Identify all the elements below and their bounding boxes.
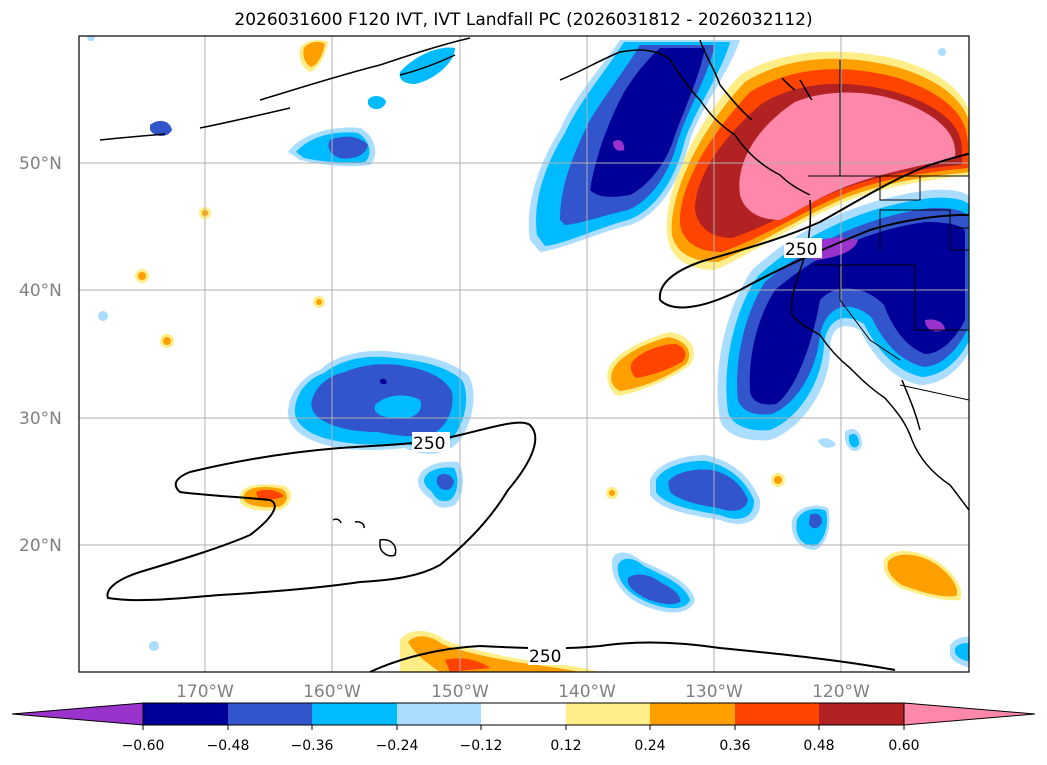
colorbar-bin-9: [819, 703, 904, 725]
negative-anomaly-central-gap: [374, 395, 422, 419]
positive-anomaly-dot-c2: [316, 299, 322, 305]
colorbar-bin-8: [735, 703, 819, 725]
positive-anomaly-patch-d2: [303, 41, 325, 67]
positive-anomaly-patch-e3: [445, 658, 490, 672]
negative-anomaly-patch-e3: [436, 474, 454, 490]
colorbar-frame: [142, 702, 905, 726]
gridlines: [79, 36, 969, 672]
colorbar-bin-2: [228, 703, 312, 725]
negative-anomaly-patch-h3: [809, 513, 822, 529]
negative-anomaly-patch-b: [399, 47, 455, 84]
colorbar-tick-7: 0.24: [634, 738, 665, 754]
contour-label-bg-1: [412, 432, 450, 452]
contour-label-coast: 250: [785, 240, 817, 260]
negative-anomaly-central-core: [379, 378, 387, 385]
positive-anomaly-dot-e2: [609, 490, 615, 496]
colorbar-tick-6: 0.12: [550, 738, 581, 754]
lon-label-120w: 120°W: [812, 682, 870, 700]
lat-label-50: 50°N: [19, 154, 62, 174]
colorbar-bin-1: [143, 703, 228, 725]
political-borders: [808, 60, 969, 401]
negative-anomaly-dot-a: [98, 311, 108, 321]
contour-label-central: 250: [413, 434, 445, 454]
negative-anomaly-dot-b: [149, 641, 159, 651]
negative-anomaly-patch-j2: [849, 433, 859, 448]
negative-anomaly-patch-g3: [627, 574, 681, 605]
colorbar-bin-4: [397, 703, 481, 725]
positive-anomaly-pnw-core: [739, 92, 956, 220]
colorbar-tick-10: 0.60: [888, 738, 919, 754]
ivt-field: 250 250 250: [79, 36, 969, 672]
colorbar-bin-3: [312, 703, 397, 725]
contour-label-south: 250: [529, 647, 561, 667]
lon-label-170w: 170°W: [176, 682, 234, 700]
colorbar-tick-9: 0.48: [803, 738, 834, 754]
lat-label-40: 40°N: [19, 281, 62, 301]
positive-anomaly-dot-f2: [774, 476, 782, 484]
lat-label-30: 30°N: [19, 409, 62, 429]
negative-anomaly-patch-f3: [668, 469, 748, 511]
lon-label-140w: 140°W: [558, 682, 616, 700]
colorbar-tick-5: −0.12: [460, 738, 503, 754]
colorbar-tick-2: −0.48: [207, 738, 250, 754]
positive-anomaly-patch-c2: [887, 554, 958, 597]
lon-label-160w: 160°W: [303, 682, 361, 700]
map-panel: 250 250 250 50°N 40°N 30°N 20°N 170°W 16…: [19, 35, 970, 700]
contour-label-bg-3: [784, 238, 822, 258]
coastlines: [99, 37, 969, 557]
colorbar-tick-3: −0.36: [291, 738, 334, 754]
negative-anomaly-westcoast-core: [749, 222, 965, 405]
colorbar-tick-4: −0.24: [376, 738, 419, 754]
colorbar-extend-left: [11, 702, 144, 726]
positive-anomaly-dot-d2: [163, 337, 171, 345]
colorbar-bin-7: [650, 703, 735, 725]
map-frame: [78, 35, 970, 673]
negative-anomaly-dot-d: [87, 36, 95, 41]
negative-anomaly-patch-d: [150, 120, 172, 136]
colorbar-bin-5: [481, 703, 566, 725]
negative-anomaly-patch-k2: [955, 643, 969, 662]
lon-label-150w: 150°W: [431, 682, 489, 700]
positive-anomaly-patch-a3: [630, 344, 686, 378]
map-title: 2026031600 F120 IVT, IVT Landfall PC (20…: [234, 10, 813, 30]
negative-anomaly-dot-c: [938, 48, 946, 56]
colorbar-tick-1: −0.60: [122, 738, 165, 754]
negative-anomaly-patch-i: [818, 438, 836, 448]
colorbar-extend-right: [903, 702, 1036, 726]
negative-anomaly-westcoast-max2: [925, 319, 945, 332]
negative-anomaly-goa-max: [613, 140, 625, 151]
lat-label-20: 20°N: [19, 536, 62, 556]
colorbar-tick-8: 0.36: [719, 738, 750, 754]
negative-anomaly-patch-a3: [328, 136, 368, 159]
positive-anomaly-patch-b3: [256, 489, 284, 500]
negative-anomaly-goa-core: [590, 48, 705, 197]
positive-anomaly-dot-b2: [138, 272, 146, 280]
negative-anomaly-patch-c: [368, 96, 386, 110]
contour-label-bg-2: [528, 645, 566, 665]
colorbar-bin-6: [566, 703, 650, 725]
lon-label-130w: 130°W: [685, 682, 743, 700]
